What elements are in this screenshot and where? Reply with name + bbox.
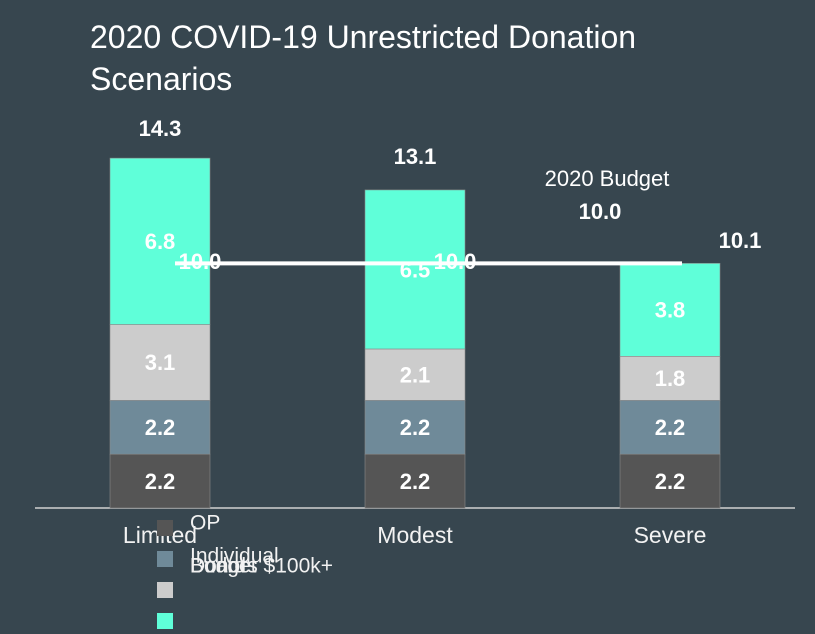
bar-segment [619,400,721,455]
x-tick-label: Severe [634,522,707,548]
bar-segment [619,263,721,357]
segment-label: 1.8 [655,366,686,391]
segment-label: 6.8 [145,229,176,254]
legend-swatch [157,582,173,598]
legend-label: Board [190,555,246,578]
bar-segment [109,157,211,325]
total-label: 10.1 [719,228,762,253]
bar-segment [619,453,721,509]
segment-label: 6.5 [400,257,431,282]
bar-segment [364,453,466,509]
bar-segment [364,189,466,350]
budget-label: 10.0 [579,199,622,224]
legend-swatch [157,551,173,567]
legend-label: OP [190,512,220,535]
segment-label: 2.1 [400,362,431,387]
x-tick-label: Modest [377,522,453,548]
bar-segment [364,348,466,401]
annotation: 2020 Budget [545,166,670,191]
budget-label: 10.0 [434,249,477,274]
chart-title: 2020 COVID-19 Unrestricted Donation Scena… [90,19,636,97]
legend-label: Individual [190,545,279,568]
segment-label: 2.2 [145,415,176,440]
bar-segment [109,324,211,401]
bar-segment [364,400,466,455]
total-label: 14.3 [139,116,182,141]
legend-label: Budget [190,555,257,578]
total-label: 13.1 [394,144,437,169]
segment-label: 2.2 [400,415,431,440]
segment-label: 2.2 [400,469,431,494]
segment-label: 2.2 [655,415,686,440]
segment-label: 3.8 [655,298,686,323]
segment-label: 2.2 [145,469,176,494]
segment-label: 3.1 [145,350,176,375]
legend-swatch [157,613,173,629]
bar-segment [109,400,211,455]
legend-swatch [157,520,173,536]
budget-label: 10.0 [179,249,222,274]
segment-label: 2.2 [655,469,686,494]
legend-label: Donors $100k+ [190,555,333,578]
